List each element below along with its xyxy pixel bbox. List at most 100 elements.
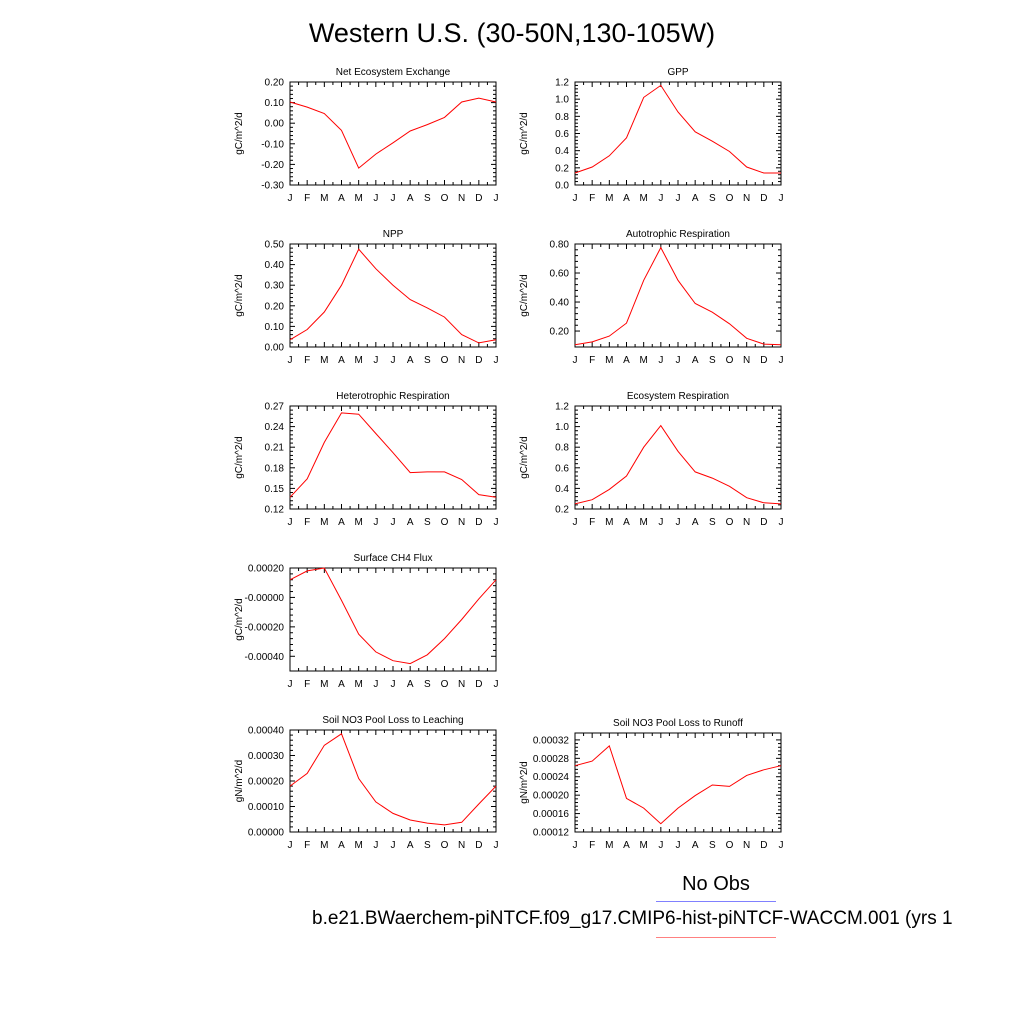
x-tick-label: N	[743, 193, 750, 204]
x-tick-label: J	[779, 840, 784, 851]
y-tick-label: 0.21	[265, 443, 285, 454]
panel-title: Net Ecosystem Exchange	[336, 67, 451, 78]
x-tick-label: M	[605, 193, 613, 204]
x-tick-label: J	[373, 517, 378, 528]
x-tick-label: A	[623, 355, 630, 366]
x-tick-label: M	[354, 840, 362, 851]
y-tick-label: 0.60	[550, 269, 570, 280]
x-tick-label: A	[623, 840, 630, 851]
x-tick-label: A	[407, 193, 414, 204]
x-tick-label: D	[760, 840, 767, 851]
y-tick-label: 0.0	[555, 181, 569, 192]
y-tick-label: -0.00020	[245, 622, 285, 633]
x-tick-label: S	[424, 517, 431, 528]
y-tick-label: 0.00000	[248, 828, 285, 839]
y-tick-label: 0.00020	[248, 777, 285, 788]
x-tick-label: A	[692, 355, 699, 366]
y-tick-label: 0.27	[265, 402, 285, 413]
x-tick-label: M	[639, 840, 647, 851]
y-axis-label: gC/m^2/d	[519, 112, 530, 155]
y-axis-label: gC/m^2/d	[519, 436, 530, 479]
x-tick-label: J	[676, 517, 681, 528]
x-tick-label: N	[458, 193, 465, 204]
x-tick-label: J	[779, 193, 784, 204]
legend-obs-line	[656, 901, 776, 902]
y-tick-label: 0.00010	[248, 802, 285, 813]
x-tick-label: O	[441, 355, 449, 366]
legend-obs-label: No Obs	[682, 873, 750, 895]
x-tick-label: S	[424, 355, 431, 366]
x-tick-label: M	[320, 840, 328, 851]
x-tick-label: N	[458, 679, 465, 690]
series-line	[289, 733, 497, 826]
x-tick-label: A	[692, 517, 699, 528]
x-tick-label: J	[676, 840, 681, 851]
x-tick-label: D	[475, 517, 482, 528]
x-tick-label: O	[726, 355, 734, 366]
x-tick-label: J	[494, 840, 499, 851]
x-tick-label: F	[304, 193, 310, 204]
y-axis-label: gN/m^2/d	[519, 761, 530, 804]
x-tick-label: O	[441, 679, 449, 690]
plot-frame	[289, 567, 497, 672]
x-tick-label: F	[589, 517, 595, 528]
x-tick-label: N	[458, 840, 465, 851]
x-tick-label: D	[475, 840, 482, 851]
y-tick-label: -0.30	[261, 181, 284, 192]
x-tick-label: D	[475, 193, 482, 204]
x-tick-label: S	[424, 193, 431, 204]
x-tick-label: A	[692, 193, 699, 204]
y-tick-label: 0.15	[265, 484, 285, 495]
x-tick-label: M	[320, 517, 328, 528]
figure-title: Western U.S. (30-50N,130-105W)	[308, 18, 716, 48]
x-tick-label: S	[709, 193, 716, 204]
x-tick-label: A	[338, 517, 345, 528]
x-tick-label: J	[288, 193, 293, 204]
x-tick-label: J	[391, 355, 396, 366]
x-tick-label: M	[354, 193, 362, 204]
x-tick-label: J	[779, 517, 784, 528]
x-tick-label: O	[441, 840, 449, 851]
y-tick-label: 0.00020	[248, 564, 285, 575]
x-tick-label: S	[709, 517, 716, 528]
x-tick-label: D	[760, 193, 767, 204]
y-tick-label: 0.2	[555, 163, 569, 174]
x-tick-label: O	[441, 517, 449, 528]
x-tick-label: A	[407, 517, 414, 528]
x-tick-label: M	[320, 193, 328, 204]
x-tick-label: A	[407, 679, 414, 690]
panel-title: Ecosystem Respiration	[627, 391, 729, 402]
y-tick-label: 0.40	[550, 298, 570, 309]
x-tick-label: A	[407, 355, 414, 366]
x-tick-label: A	[338, 355, 345, 366]
x-tick-label: A	[623, 193, 630, 204]
x-tick-label: J	[676, 355, 681, 366]
y-axis-label: gC/m^2/d	[234, 274, 245, 317]
x-tick-label: F	[589, 840, 595, 851]
y-tick-label: -0.20	[261, 160, 284, 171]
series-line	[289, 567, 497, 665]
x-tick-label: J	[658, 517, 663, 528]
series-line	[289, 412, 497, 498]
x-tick-label: A	[692, 840, 699, 851]
panel-title: NPP	[383, 229, 404, 240]
y-tick-label: 1.0	[555, 422, 569, 433]
x-tick-label: N	[458, 355, 465, 366]
panel-title: Surface CH4 Flux	[354, 553, 433, 564]
x-tick-label: M	[320, 355, 328, 366]
x-tick-label: J	[658, 193, 663, 204]
plot-frame	[289, 729, 497, 833]
x-tick-label: N	[743, 355, 750, 366]
x-tick-label: J	[391, 840, 396, 851]
plot-frame	[289, 81, 497, 186]
x-tick-label: J	[573, 840, 578, 851]
y-tick-label: -0.10	[261, 139, 284, 150]
y-tick-label: 0.20	[265, 78, 285, 89]
x-tick-label: J	[494, 517, 499, 528]
series-line	[289, 97, 497, 169]
panel-title: GPP	[667, 67, 688, 78]
x-tick-label: A	[338, 193, 345, 204]
